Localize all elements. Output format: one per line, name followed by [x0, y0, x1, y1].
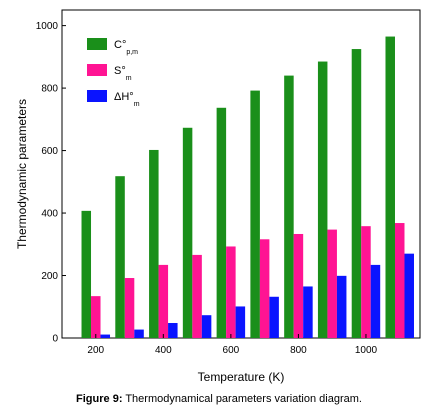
- bar-series-3-point-1: [100, 334, 111, 338]
- bar-series-1-point-2: [115, 176, 125, 338]
- bar-series-2-point-5: [226, 246, 236, 338]
- bar-series-3-point-7: [303, 286, 313, 338]
- caption-text: Thermodynamical parameters variation dia…: [122, 393, 362, 405]
- y-tick-label: 200: [41, 271, 58, 282]
- ticks: 0 200 400 600 800 1000 200 400 600 800 1000: [36, 21, 378, 356]
- legend-swatch-1: [87, 38, 107, 50]
- y-tick-label: 800: [41, 84, 58, 95]
- bar-series-3-point-9: [370, 264, 381, 338]
- figure-number: Figure 9:: [76, 393, 123, 405]
- legend-subscript-3: m: [134, 101, 140, 108]
- legend-subscript-2: m: [126, 75, 132, 82]
- x-tick-label: 600: [223, 345, 240, 356]
- legend-label-3: ΔH°m: [114, 91, 140, 108]
- x-tick-label: 800: [290, 345, 307, 356]
- y-tick-label: 0: [52, 334, 58, 345]
- bar-series-3-point-5: [235, 306, 246, 338]
- x-axis-title: Temperature (K): [198, 370, 285, 384]
- legend-swatch-3: [87, 90, 107, 102]
- bar-series-2-point-1: [91, 296, 101, 338]
- bar-series-1-point-10: [385, 36, 395, 339]
- bar-series-1-point-4: [182, 127, 193, 339]
- bar-series-1-point-3: [149, 149, 159, 338]
- bar-series-2-point-8: [327, 229, 337, 338]
- bar-series-2-point-3: [158, 264, 169, 338]
- bar-series-3-point-2: [134, 329, 144, 338]
- bar-series-3-point-10: [404, 253, 414, 338]
- y-axis-title: Thermodynamic parameters: [15, 99, 29, 249]
- y-tick-label: 1000: [36, 21, 59, 32]
- bar-series-1-point-9: [351, 49, 362, 339]
- x-tick-label: 1000: [355, 345, 378, 356]
- bar-series-2-point-4: [192, 254, 202, 338]
- bar-series-1-point-7: [284, 75, 294, 338]
- bar-series-3-point-4: [201, 315, 212, 338]
- bars: [81, 36, 414, 339]
- bar-series-1-point-8: [317, 61, 328, 338]
- bar-series-2-point-2: [124, 278, 135, 338]
- bar-series-2-point-9: [361, 226, 371, 338]
- legend-subscript-1: p,m: [126, 49, 138, 56]
- bar-series-3-point-6: [269, 296, 279, 338]
- bar-chart: 0 200 400 600 800 1000 200 400 600 800 1000 C°p,m S…: [15, 9, 421, 384]
- bar-series-2-point-6: [259, 239, 270, 338]
- bar-series-2-point-10: [394, 223, 405, 338]
- figure-caption: Figure 9: Thermodynamical parameters var…: [0, 392, 438, 406]
- x-tick-label: 400: [155, 345, 172, 356]
- legend-swatch-2: [87, 64, 107, 76]
- bar-series-3-point-8: [336, 275, 347, 338]
- y-tick-label: 600: [41, 146, 58, 157]
- legend-label-1: C°p,m: [114, 39, 138, 56]
- legend-label-2: S°m: [114, 65, 132, 82]
- bar-series-1-point-1: [81, 210, 92, 338]
- bar-series-2-point-7: [293, 233, 304, 338]
- legend: C°p,m S°m ΔH°m: [87, 38, 140, 108]
- bar-series-1-point-5: [216, 107, 227, 338]
- bar-series-3-point-3: [168, 323, 178, 338]
- bar-series-1-point-6: [250, 90, 260, 338]
- x-tick-label: 200: [87, 345, 104, 356]
- y-tick-label: 400: [41, 209, 58, 220]
